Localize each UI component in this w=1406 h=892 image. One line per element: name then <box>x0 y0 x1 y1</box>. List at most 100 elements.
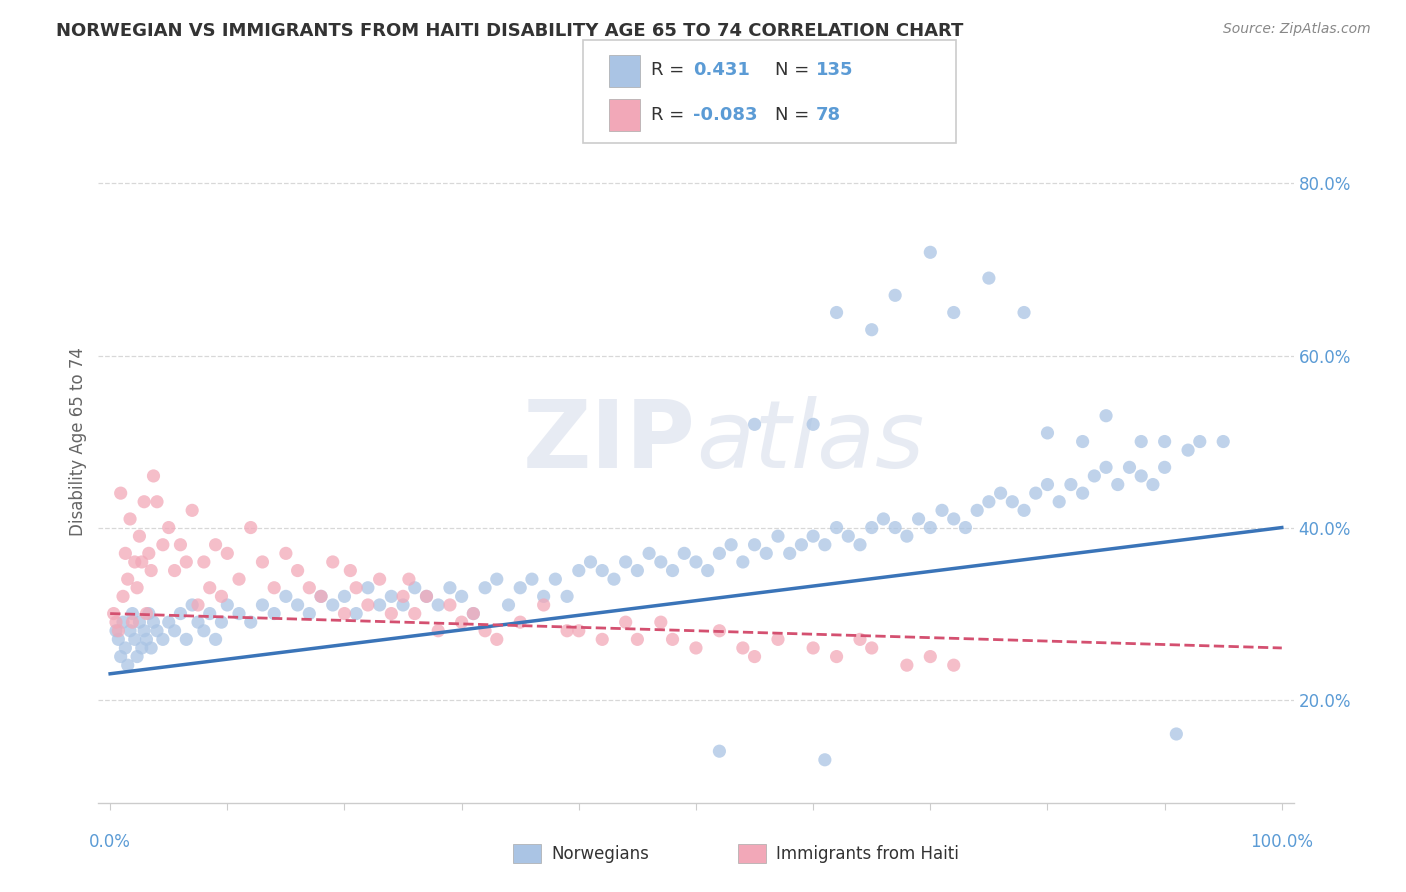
Point <box>1130 434 1153 449</box>
Point <box>193 624 215 638</box>
Point <box>533 598 555 612</box>
Point <box>920 520 942 534</box>
Point <box>1188 434 1211 449</box>
Point <box>110 486 132 500</box>
Text: NORWEGIAN VS IMMIGRANTS FROM HAITI DISABILITY AGE 65 TO 74 CORRELATION CHART: NORWEGIAN VS IMMIGRANTS FROM HAITI DISAB… <box>56 22 963 40</box>
Point <box>825 520 848 534</box>
Point <box>1166 727 1188 741</box>
Point <box>228 572 250 586</box>
Point <box>942 305 965 319</box>
Point <box>112 615 135 630</box>
Point <box>614 555 637 569</box>
Point <box>103 607 125 621</box>
Point <box>204 632 226 647</box>
Point <box>603 572 626 586</box>
Point <box>163 564 186 578</box>
Point <box>127 581 149 595</box>
Point <box>217 598 239 612</box>
Point <box>801 640 824 655</box>
Point <box>333 607 356 621</box>
Point <box>709 624 731 638</box>
Text: Source: ZipAtlas.com: Source: ZipAtlas.com <box>1223 22 1371 37</box>
Point <box>1153 434 1175 449</box>
Point <box>1001 494 1024 508</box>
Text: Immigrants from Haiti: Immigrants from Haiti <box>776 845 959 863</box>
Point <box>650 555 672 569</box>
Point <box>263 607 285 621</box>
Text: 0.0%: 0.0% <box>89 833 131 851</box>
Point <box>661 564 683 578</box>
Point <box>193 555 215 569</box>
Point <box>368 598 391 612</box>
Point <box>131 640 153 655</box>
Point <box>120 512 141 526</box>
Point <box>520 572 543 586</box>
Point <box>1153 460 1175 475</box>
Point <box>169 538 191 552</box>
Point <box>309 590 332 604</box>
Point <box>650 615 672 630</box>
Point <box>142 615 165 630</box>
Point <box>128 529 150 543</box>
Point <box>860 640 883 655</box>
Point <box>274 546 297 560</box>
Point <box>849 538 872 552</box>
Point <box>509 615 531 630</box>
Point <box>415 590 437 604</box>
Point <box>392 590 415 604</box>
Point <box>626 564 648 578</box>
Point <box>1107 477 1129 491</box>
Point <box>568 624 591 638</box>
Point <box>884 520 907 534</box>
Point <box>591 564 613 578</box>
Point <box>114 640 136 655</box>
Text: 100.0%: 100.0% <box>1250 833 1313 851</box>
Point <box>638 546 661 560</box>
Point <box>152 538 174 552</box>
Point <box>439 598 461 612</box>
Point <box>117 572 139 586</box>
Point <box>474 581 496 595</box>
Text: R =: R = <box>651 106 690 124</box>
Point <box>107 632 129 647</box>
Point <box>239 615 262 630</box>
Point <box>942 512 965 526</box>
Point <box>1012 503 1035 517</box>
Text: N =: N = <box>775 106 814 124</box>
Point <box>731 640 754 655</box>
Point <box>860 323 883 337</box>
Point <box>132 494 156 508</box>
Point <box>252 598 274 612</box>
Point <box>485 632 508 647</box>
Point <box>339 564 361 578</box>
Point <box>169 607 191 621</box>
Point <box>252 555 274 569</box>
Point <box>117 658 139 673</box>
Point <box>1130 469 1153 483</box>
Point <box>685 555 707 569</box>
Point <box>731 555 754 569</box>
Point <box>533 590 555 604</box>
Point <box>204 538 226 552</box>
Point <box>333 590 356 604</box>
Point <box>439 581 461 595</box>
Point <box>322 555 344 569</box>
Point <box>124 632 146 647</box>
Point <box>132 624 156 638</box>
Point <box>398 572 420 586</box>
Point <box>814 538 837 552</box>
Point <box>263 581 285 595</box>
Point <box>138 607 160 621</box>
Point <box>696 564 718 578</box>
Text: 78: 78 <box>815 106 841 124</box>
Point <box>121 615 143 630</box>
Point <box>661 632 683 647</box>
Point <box>1036 477 1059 491</box>
Point <box>110 649 132 664</box>
Point <box>174 555 197 569</box>
Point <box>415 590 437 604</box>
Point <box>814 753 837 767</box>
Point <box>463 607 485 621</box>
Point <box>1060 477 1083 491</box>
Point <box>801 417 824 432</box>
